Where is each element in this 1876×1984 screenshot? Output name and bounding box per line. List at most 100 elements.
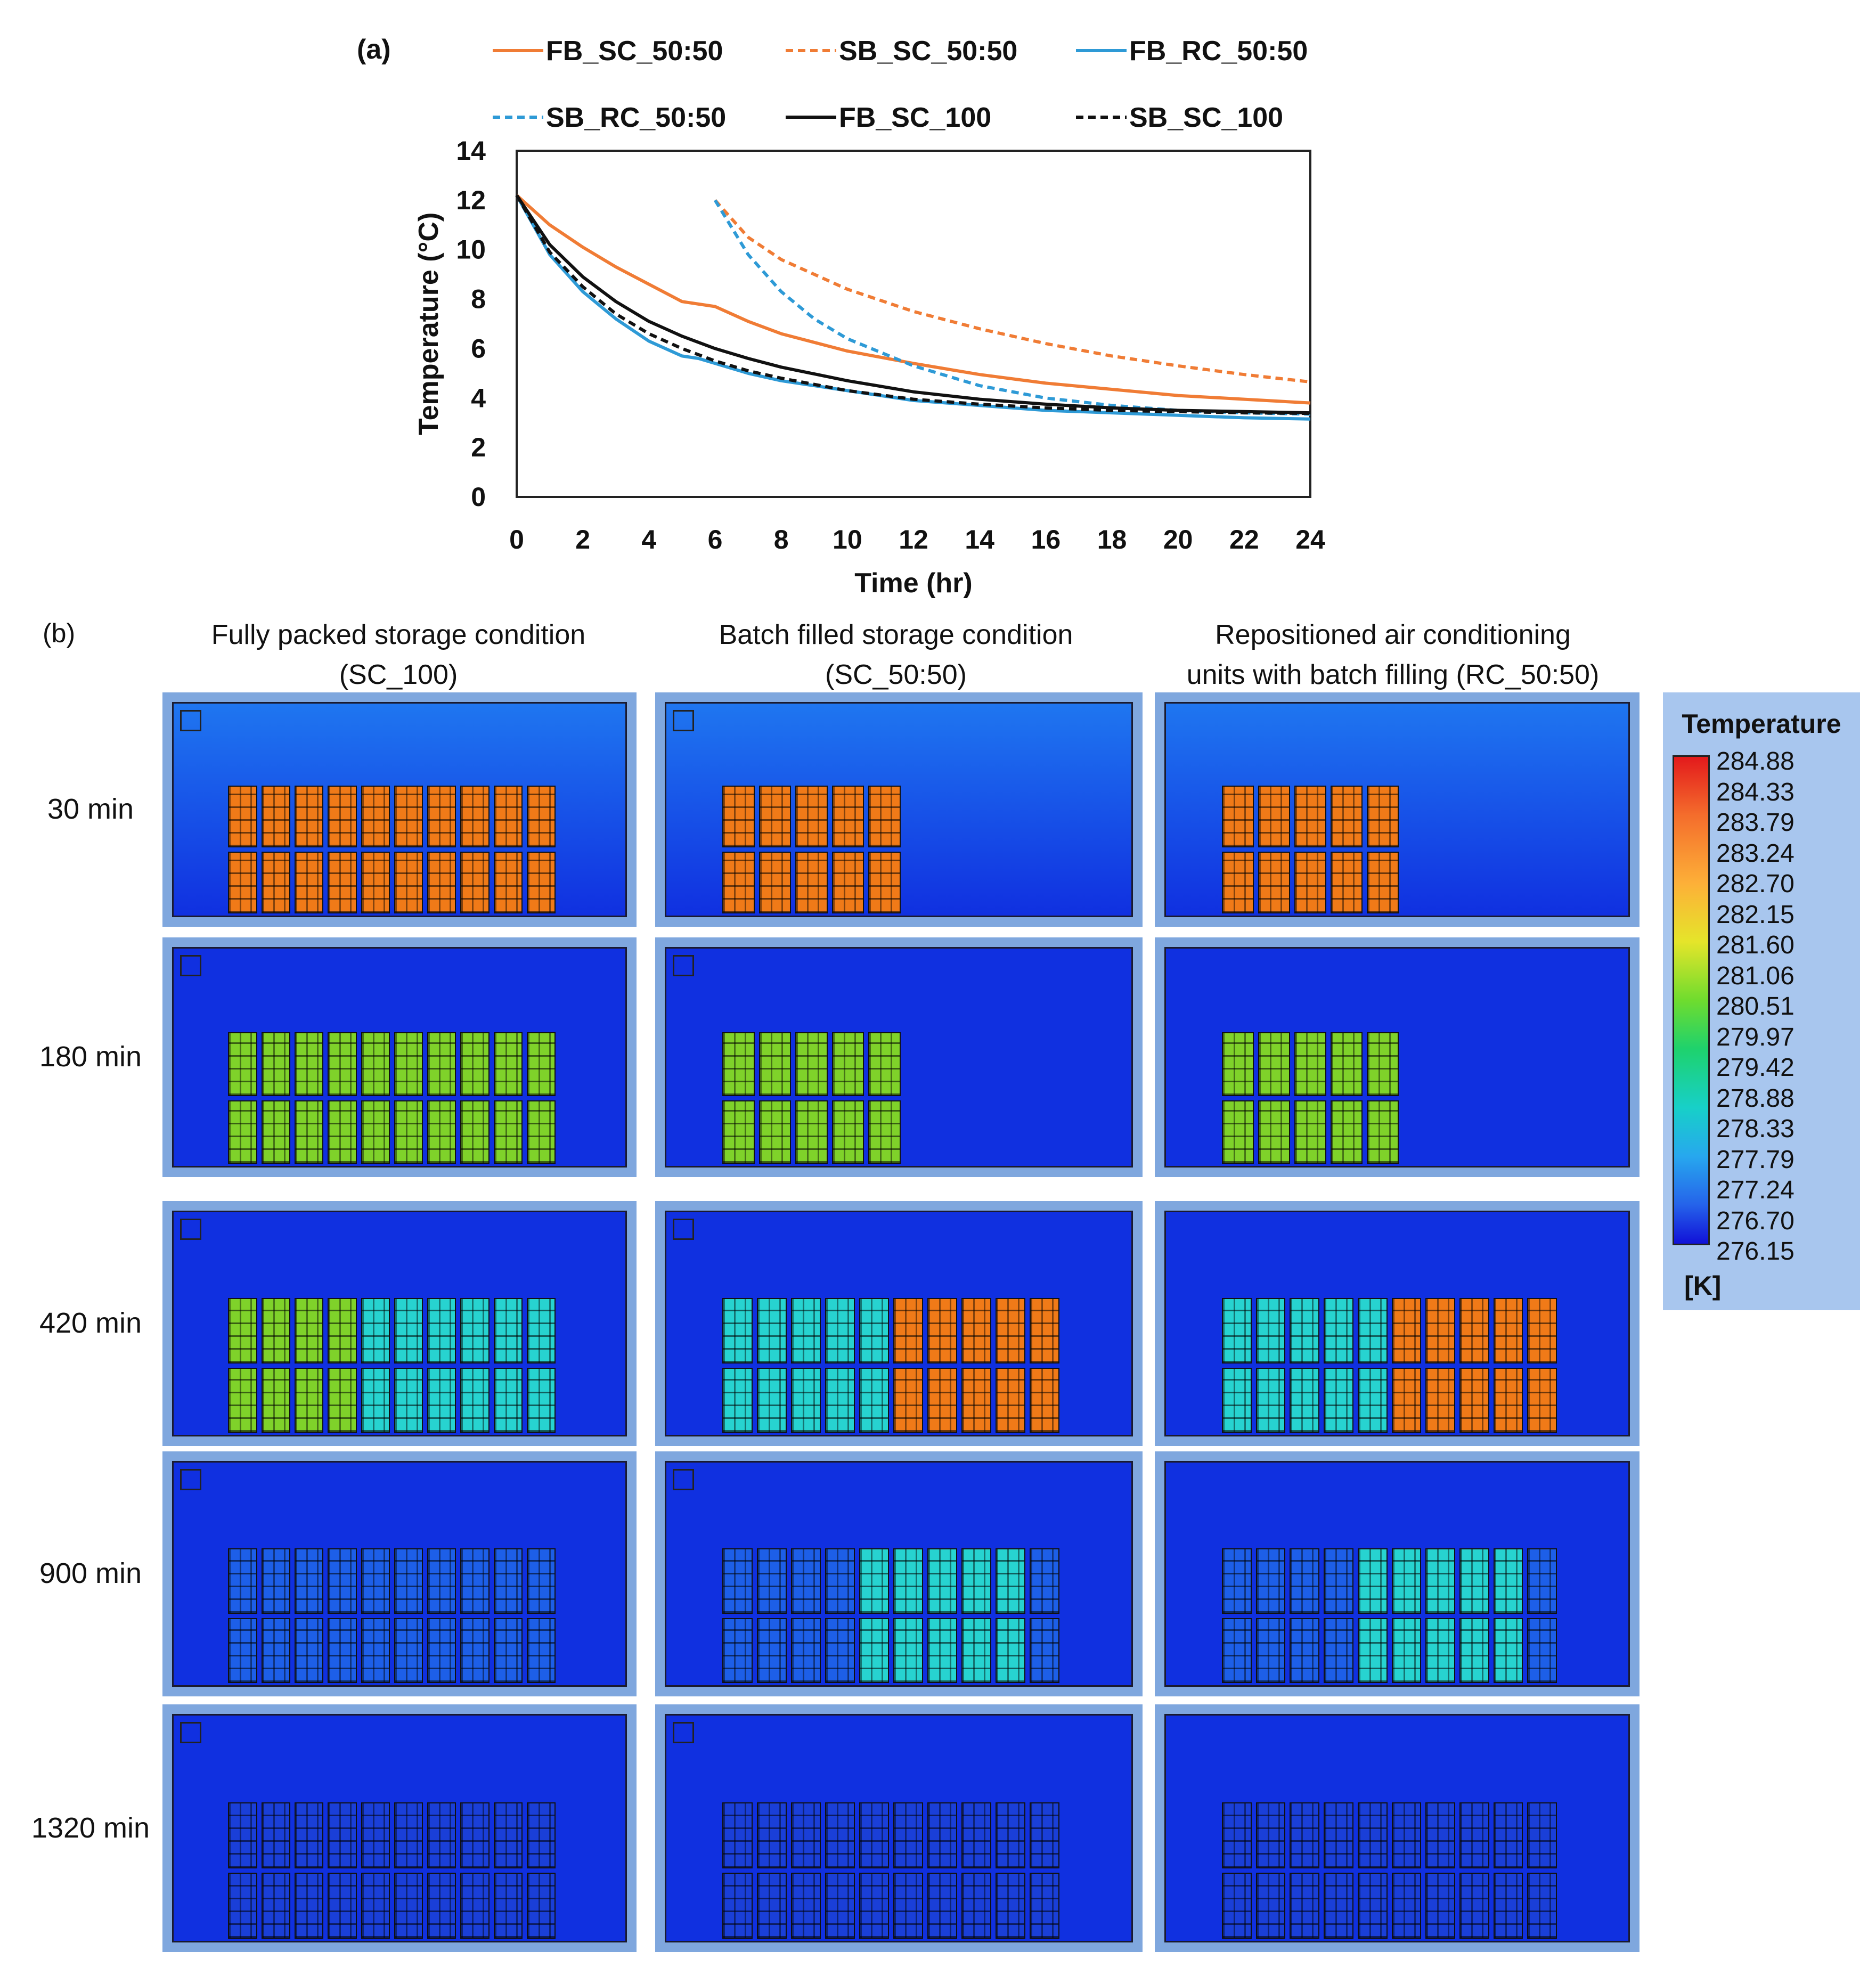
colorbar-tick-label: 284.33 <box>1716 778 1795 806</box>
colorbar-tick-label: 282.70 <box>1716 870 1795 898</box>
contour-cell <box>1155 1201 1640 1446</box>
storage-rack <box>1258 1032 1290 1096</box>
y-tick-label: 8 <box>471 284 486 314</box>
column-title-line2: (SC_100) <box>339 659 458 691</box>
vent-marker <box>673 955 694 976</box>
storage-rack <box>1221 1873 1252 1939</box>
row-label: 180 min <box>39 1041 142 1073</box>
rack-row <box>1221 1618 1557 1684</box>
column-title: Repositioned air conditioning units with … <box>1127 615 1659 696</box>
storage-rack <box>722 1298 753 1364</box>
contour-cell <box>1155 692 1640 927</box>
storage-rack <box>961 1873 992 1939</box>
rack-array <box>1221 1802 1557 1939</box>
storage-rack <box>261 1100 291 1164</box>
storage-rack <box>859 1873 889 1939</box>
rack-row <box>722 1032 901 1096</box>
storage-rack <box>228 851 257 914</box>
storage-rack <box>361 1873 390 1939</box>
contour-cell <box>655 937 1143 1177</box>
rack-row <box>1221 1298 1557 1364</box>
y-tick-label: 10 <box>456 235 486 265</box>
rack-row <box>722 1802 1060 1869</box>
storage-rack <box>493 1548 523 1614</box>
x-tick-label: 6 <box>708 525 723 554</box>
storage-rack <box>996 1367 1026 1433</box>
rack-array <box>228 1032 556 1164</box>
storage-rack <box>328 1873 357 1939</box>
row-label: 1320 min <box>31 1811 150 1844</box>
storage-rack <box>1493 1367 1523 1433</box>
storage-rack <box>261 1298 291 1364</box>
storage-rack <box>361 1298 390 1364</box>
storage-rack <box>1221 1802 1252 1869</box>
legend-label: FB_SC_50:50 <box>546 36 723 67</box>
contour-cell <box>162 1704 637 1952</box>
storage-rack <box>868 851 901 914</box>
chart-legend: FB_SC_50:50 SB_SC_50:50 FB_RC_50:50 SB_RC_5… <box>493 36 1308 133</box>
storage-rack <box>394 851 423 914</box>
storage-rack <box>1425 1367 1456 1433</box>
storage-rack <box>1366 1032 1399 1096</box>
storage-rack <box>394 785 423 847</box>
x-tick-label: 18 <box>1097 525 1127 554</box>
storage-rack <box>831 785 864 847</box>
storage-rack <box>859 1618 889 1684</box>
storage-rack <box>825 1548 855 1614</box>
storage-rack <box>394 1298 423 1364</box>
vent-marker <box>180 955 201 976</box>
colorbar-unit: [K] <box>1684 1271 1722 1301</box>
storage-rack <box>527 1367 556 1433</box>
contour-field <box>1164 1461 1630 1687</box>
storage-rack <box>493 851 523 914</box>
storage-rack <box>893 1802 924 1869</box>
storage-rack <box>527 1618 556 1684</box>
rack-row <box>722 851 901 914</box>
column-title-line1: Batch filled storage condition <box>719 619 1073 650</box>
storage-rack <box>228 1873 257 1939</box>
vent-marker <box>180 1219 201 1240</box>
storage-rack <box>893 1367 924 1433</box>
rack-row <box>228 1298 556 1364</box>
x-tick-label: 4 <box>641 525 656 554</box>
storage-rack <box>1425 1298 1456 1364</box>
storage-rack <box>1459 1618 1489 1684</box>
contour-cell <box>655 1704 1143 1952</box>
storage-rack <box>756 1618 787 1684</box>
panel-b-label: (b) <box>43 618 76 648</box>
storage-rack <box>527 1548 556 1614</box>
rack-row <box>722 1548 1060 1614</box>
column-title: Fully packed storage condition (SC_100) <box>132 615 665 696</box>
column-title-line1: Fully packed storage condition <box>211 619 586 650</box>
storage-rack <box>228 1367 257 1433</box>
storage-rack <box>1030 1298 1060 1364</box>
rack-array <box>1221 1548 1557 1684</box>
rack-row <box>1221 1100 1399 1164</box>
column-title-line1: Repositioned air conditioning <box>1215 619 1571 650</box>
storage-rack <box>961 1298 992 1364</box>
storage-rack <box>1527 1367 1557 1433</box>
storage-rack <box>460 1802 490 1869</box>
storage-rack <box>1391 1298 1422 1364</box>
storage-rack <box>1366 785 1399 847</box>
storage-rack <box>228 1618 257 1684</box>
storage-rack <box>1324 1548 1353 1614</box>
colorbar-tick-label: 276.70 <box>1716 1206 1795 1235</box>
storage-rack <box>295 1100 324 1164</box>
storage-rack <box>831 1032 864 1096</box>
storage-rack <box>1366 851 1399 914</box>
storage-rack <box>394 1100 423 1164</box>
storage-rack <box>1391 1802 1422 1869</box>
storage-rack <box>1357 1873 1388 1939</box>
storage-rack <box>756 1802 787 1869</box>
storage-rack <box>261 1873 291 1939</box>
colorbar-tick-label: 278.33 <box>1716 1115 1795 1143</box>
storage-rack <box>1391 1367 1422 1433</box>
x-tick-label: 12 <box>899 525 928 554</box>
storage-rack <box>758 1032 792 1096</box>
storage-rack <box>228 1298 257 1364</box>
x-axis-ticks: 0 2 4 6 8 10 12 14 16 18 20 22 24 <box>509 525 1325 554</box>
row-label: 900 min <box>39 1557 142 1589</box>
storage-rack <box>868 785 901 847</box>
storage-rack <box>328 785 357 847</box>
